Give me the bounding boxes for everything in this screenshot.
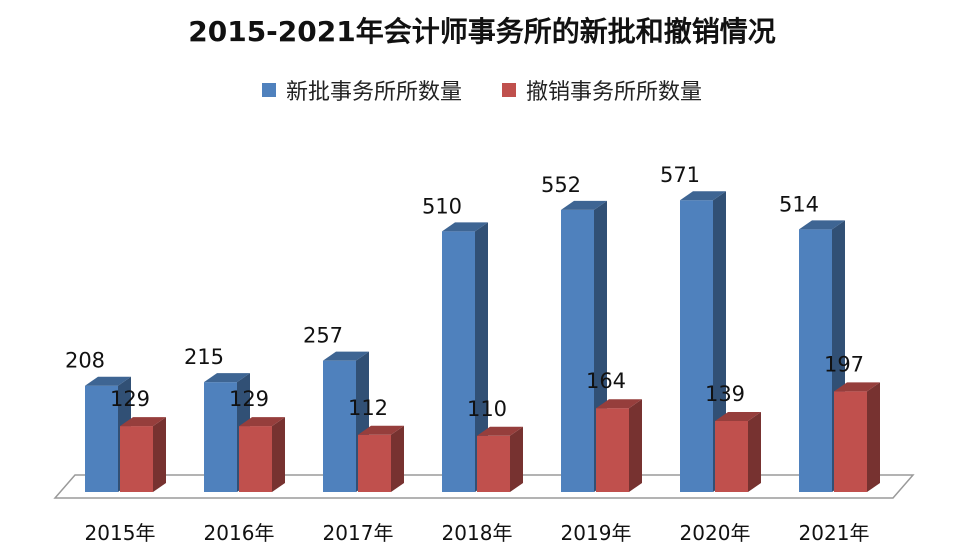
legend-label-new: 新批事务所所数量 (285, 80, 462, 105)
legend-swatch-new (261, 83, 276, 97)
legend-item-revoked: 撤销事务所所数量 (502, 74, 702, 106)
data-label-new-2019年: 552 (541, 173, 581, 197)
data-label-revoked-2021年: 197 (824, 352, 864, 376)
bar-revoked-2018年 (477, 426, 523, 492)
data-label-new-2017年: 257 (303, 324, 343, 348)
bar-revoked-2019年 (596, 399, 642, 492)
bar-revoked-2017年 (358, 425, 404, 492)
data-label-new-2016年: 215 (184, 345, 224, 369)
data-label-new-2015年: 208 (65, 349, 105, 373)
legend-swatch-revoked (502, 83, 516, 97)
data-label-new-2020年: 571 (660, 163, 700, 187)
x-tick-label-2019年: 2019年 (561, 521, 632, 545)
x-tick-label-2018年: 2018年 (442, 521, 513, 545)
bar-revoked-2015年 (120, 417, 166, 492)
data-label-revoked-2016年: 129 (229, 387, 269, 411)
data-label-revoked-2020年: 139 (705, 382, 745, 406)
x-tick-label-2017年: 2017年 (323, 521, 394, 545)
data-label-new-2018年: 510 (422, 194, 462, 218)
data-label-revoked-2015年: 129 (110, 387, 150, 411)
bar-new-2018年 (442, 222, 488, 492)
x-tick-label-2015年: 2015年 (85, 521, 156, 545)
legend: 新批事务所所数量 撤销事务所所数量 (0, 74, 964, 106)
x-tick-label-2020年: 2020年 (680, 521, 751, 545)
legend-item-new: 新批事务所所数量 (261, 74, 462, 106)
data-label-revoked-2017年: 112 (348, 396, 388, 420)
chart-title: 2015-2021年会计师事务所的新批和撤销情况 (188, 15, 776, 48)
data-label-revoked-2018年: 110 (467, 397, 507, 421)
data-label-revoked-2019年: 164 (586, 369, 626, 393)
bar-revoked-2016年 (239, 417, 285, 492)
x-tick-label-2016年: 2016年 (204, 521, 275, 545)
x-tick-label-2021年: 2021年 (799, 521, 870, 545)
data-label-new-2021年: 514 (779, 192, 819, 216)
legend-label-revoked: 撤销事务所所数量 (526, 80, 703, 105)
bar-revoked-2020年 (715, 411, 761, 492)
bar-revoked-2021年 (834, 382, 880, 492)
